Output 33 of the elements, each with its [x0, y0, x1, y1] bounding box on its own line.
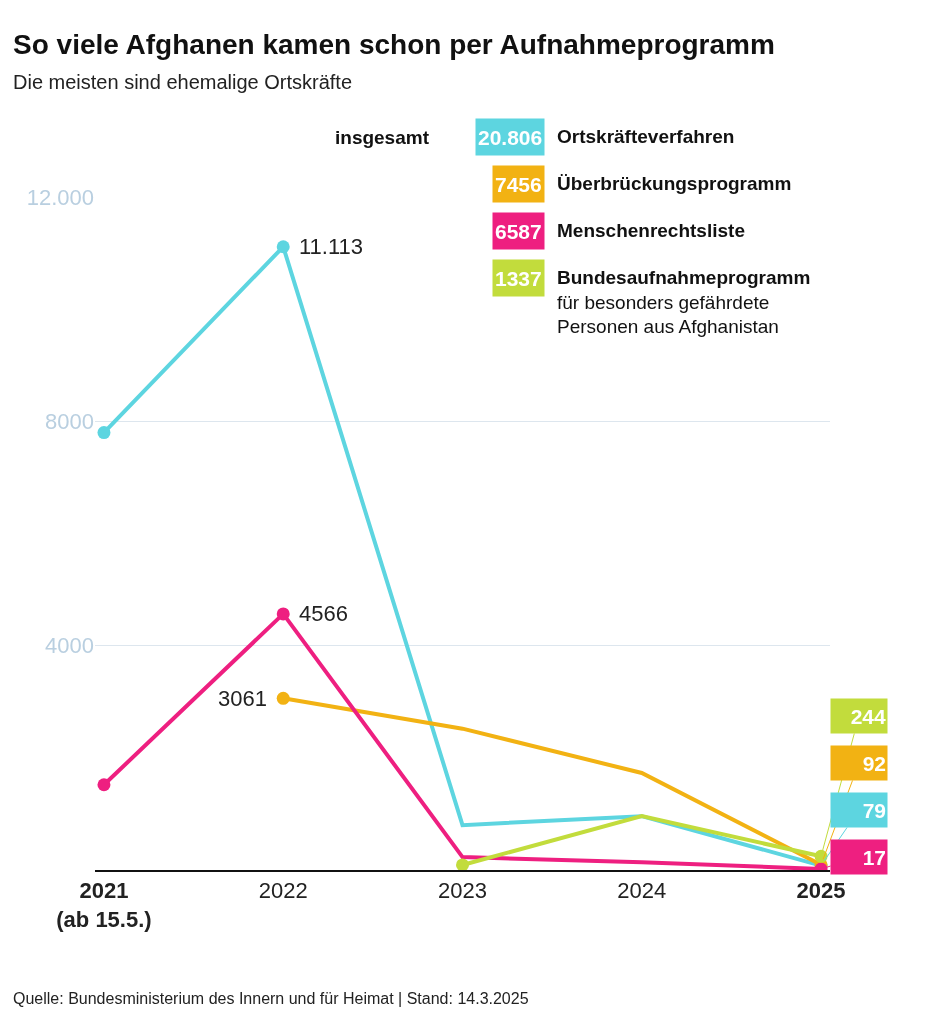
text: 7456	[495, 172, 542, 196]
x-tick-label: 2022	[258, 878, 308, 904]
data-label: 92	[862, 751, 886, 775]
y-tick-label: 12.000	[26, 184, 94, 210]
data-label: 17	[862, 845, 886, 869]
x-tick-label: 2025	[796, 878, 846, 904]
point	[276, 240, 290, 254]
legend-label: Menschenrechtsliste	[557, 220, 745, 241]
legend-label: Ortskräfteverfahren	[557, 126, 735, 147]
legend-title: insgesamt	[335, 127, 430, 148]
point	[97, 426, 111, 440]
legend-label: Bundesaufnahmeprogramm für besonders gefährdete Personen aus Afghanistan	[557, 267, 811, 338]
text: 20.806	[478, 125, 543, 149]
x-tick-label: 2024	[617, 878, 667, 904]
point	[276, 691, 290, 705]
point	[276, 607, 290, 621]
annotation: 1337	[495, 266, 542, 290]
data-label: 3061	[218, 686, 267, 711]
y-tick-label: 8000	[45, 409, 94, 435]
chart-title: So viele Afghanen kamen schon per Aufnahmeprogramm	[13, 29, 775, 60]
x-tick-label: 2021 (ab 15.5.)	[56, 878, 152, 932]
legend-label: Überbrückungsprogramm	[557, 173, 792, 194]
chart-subtitle: Die meisten sind ehemalige Ortskräfte	[13, 71, 353, 93]
data-label: 79	[862, 798, 886, 822]
point	[456, 858, 469, 870]
annotation: 6587	[495, 219, 542, 243]
data-label: 11.113	[299, 234, 364, 259]
source-note: Quelle: Bundesministerium des Innern und für Heimat | Stand: 14.3.2025	[13, 990, 529, 1007]
x-tick-label: 2023	[438, 878, 487, 904]
data-label: 4566	[299, 601, 348, 626]
point	[97, 778, 111, 792]
y-tick-label: 4000	[45, 633, 94, 659]
data-label: 244	[850, 704, 886, 728]
